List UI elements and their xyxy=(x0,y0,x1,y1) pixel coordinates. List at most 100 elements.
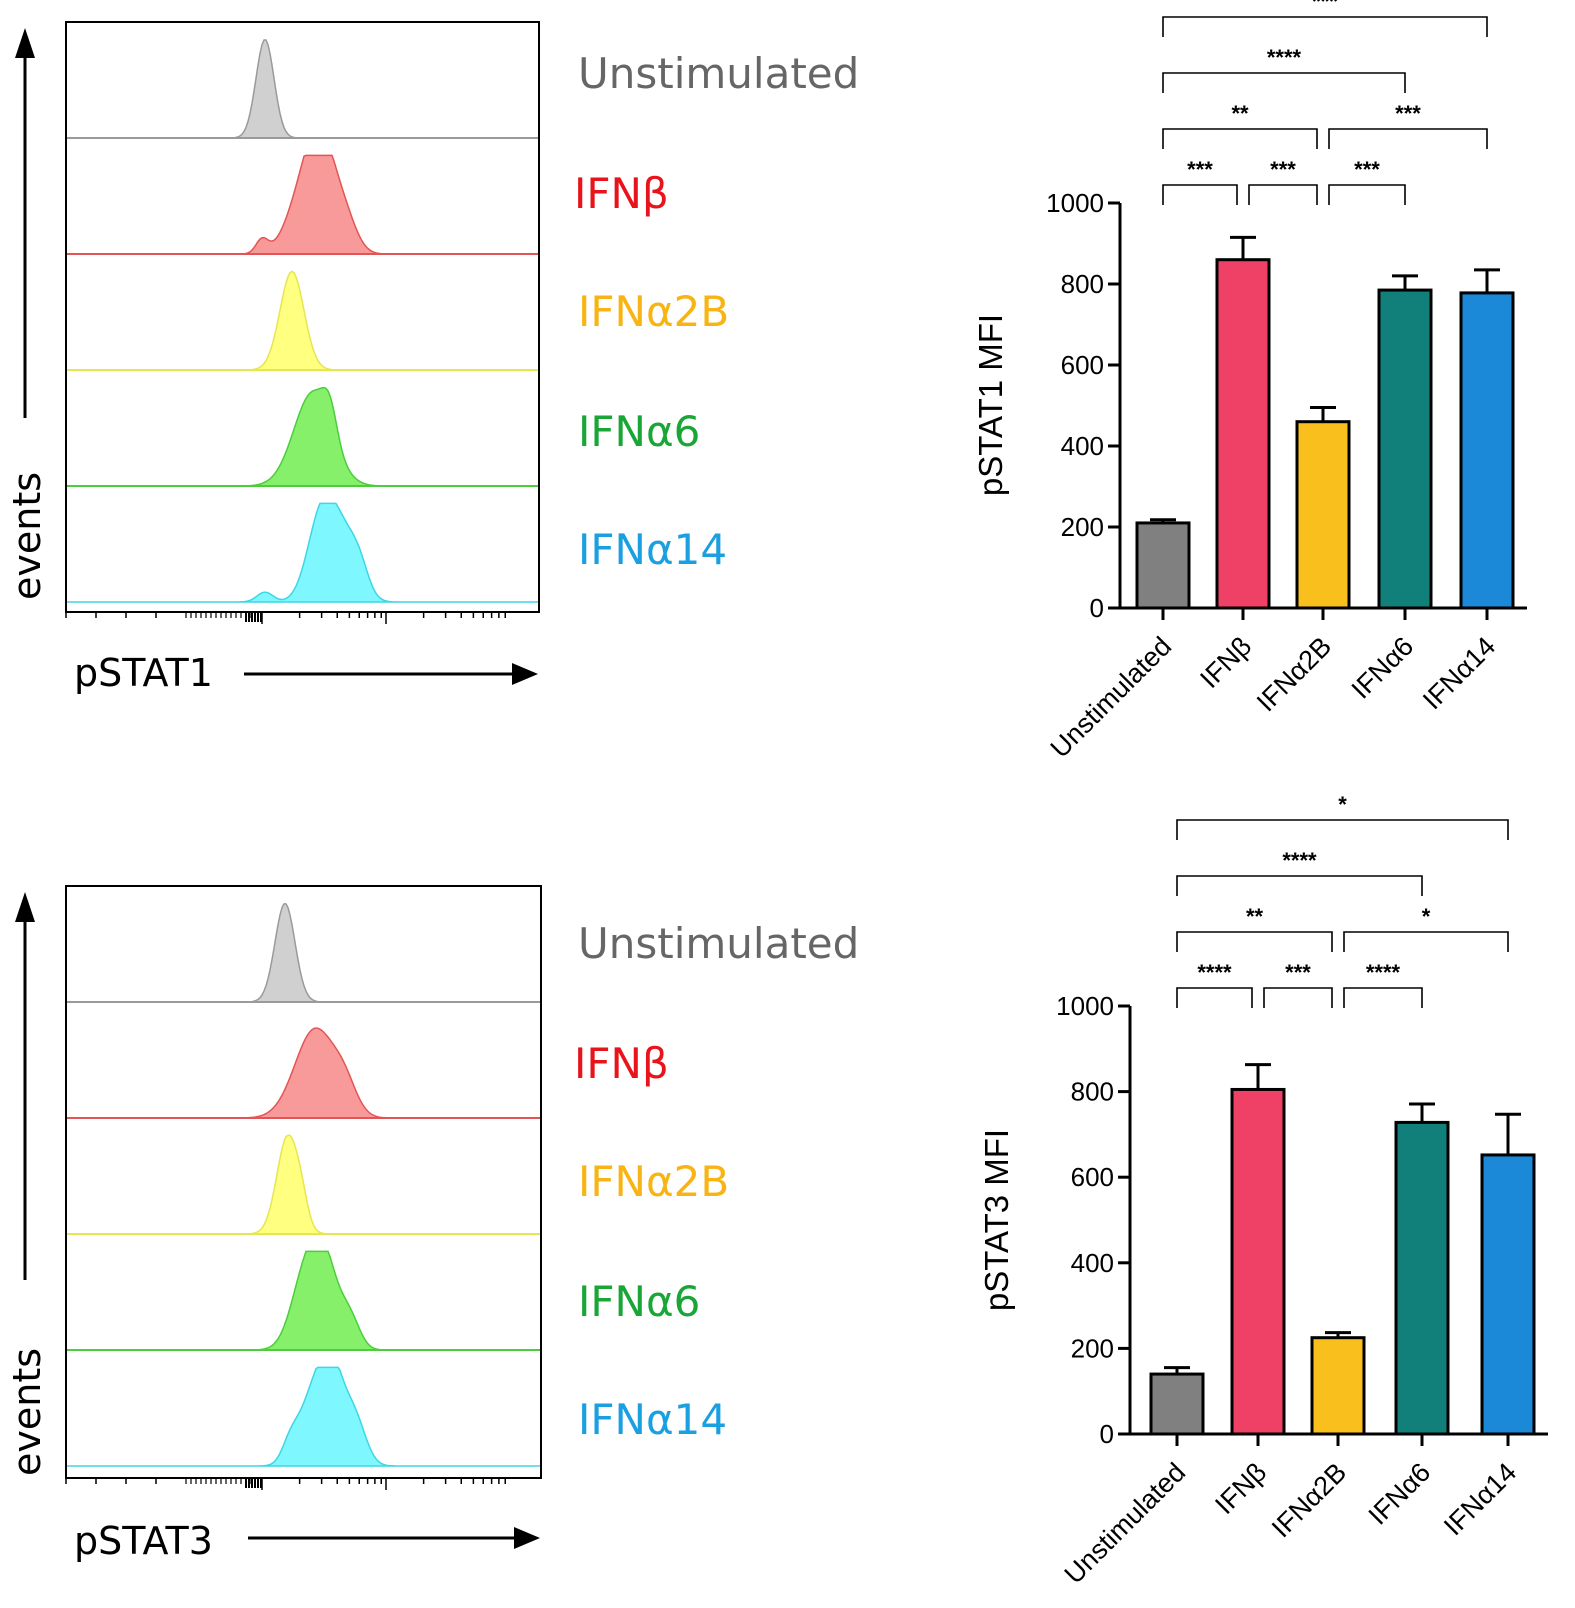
histogram-track xyxy=(66,386,539,487)
bracket-line xyxy=(1162,128,1318,149)
significance-label: **** xyxy=(1197,960,1232,985)
significance-bracket: *** xyxy=(1162,157,1238,205)
bar xyxy=(1394,1120,1450,1436)
histogram-track xyxy=(66,39,539,139)
histogram-panel-pstat3: events pSTAT3 Unstimulated IFNβ IFNα2B I… xyxy=(5,885,859,1563)
histogram-track xyxy=(66,502,539,603)
track-label-ifna2b: IFNα2B xyxy=(578,287,729,336)
x-category-label: Unstimulated xyxy=(1059,1457,1192,1590)
y-tick-label: 400 xyxy=(1061,431,1104,461)
bar-chart-pstat1: 0 200 400 600 800 1000 pSTAT1 MFI Unstimulated I… xyxy=(972,0,1527,764)
significance-label: **** xyxy=(1366,960,1401,985)
significance-bracket: **** xyxy=(1176,848,1423,896)
bar xyxy=(1215,258,1271,610)
histogram-frame xyxy=(65,21,540,613)
bar xyxy=(1149,1372,1205,1436)
bracket-line xyxy=(1328,184,1406,205)
significance-bracket: **** xyxy=(1176,960,1253,1008)
histogram-tracks xyxy=(66,39,539,603)
y-tick-label: 200 xyxy=(1061,512,1104,542)
histogram-frame xyxy=(65,885,542,1479)
x-category-label: IFNβ xyxy=(1209,1457,1272,1520)
bracket-line xyxy=(1328,128,1488,149)
y-tick-label: 800 xyxy=(1061,269,1104,299)
histogram-track xyxy=(66,154,539,255)
significance-bracket: * xyxy=(1343,904,1509,952)
bar xyxy=(1459,291,1515,610)
x-category-label: IFNα6 xyxy=(1346,631,1420,705)
bracket-line xyxy=(1343,931,1509,952)
bar xyxy=(1295,420,1351,610)
y-tick-label: 1000 xyxy=(1046,188,1104,218)
significance-bracket: ** xyxy=(1162,101,1318,149)
significance-bracket: **** xyxy=(1162,45,1406,93)
y-tick-label: 600 xyxy=(1061,350,1104,380)
bar-chart-pstat3: 0 200 400 600 800 1000 pSTAT3 MFI Unstimulated I… xyxy=(978,792,1548,1590)
significance-label: * xyxy=(1338,792,1347,817)
significance-bracket: *** xyxy=(1263,960,1333,1008)
histogram-track xyxy=(66,1027,541,1119)
histogram-curve xyxy=(66,386,539,487)
events-arrowhead xyxy=(15,892,35,922)
track-label-ifnb: IFNβ xyxy=(574,1039,669,1088)
bar xyxy=(1310,1336,1366,1436)
y-tick-label: 400 xyxy=(1071,1248,1114,1278)
track-label-unstimulated: Unstimulated xyxy=(578,49,859,98)
histogram-curve xyxy=(66,154,539,255)
significance-label: ** xyxy=(1231,101,1249,126)
histogram-tracks xyxy=(66,903,541,1467)
histogram-curve xyxy=(66,1134,541,1235)
track-label-ifna6: IFNα6 xyxy=(578,407,700,456)
x-axis-label: pSTAT3 xyxy=(74,1519,213,1563)
significance-bracket: *** xyxy=(1248,157,1318,205)
track-label-ifna2b: IFNα2B xyxy=(578,1157,729,1206)
histogram-curve xyxy=(66,270,539,371)
x-category-label: IFNα14 xyxy=(1438,1457,1522,1541)
histogram-curve xyxy=(66,502,539,603)
x-category-label: IFNα2B xyxy=(1251,631,1337,717)
bar xyxy=(1230,1087,1286,1436)
histogram-track xyxy=(66,1134,541,1235)
y-tick-label: 0 xyxy=(1100,1419,1114,1449)
histogram-curve xyxy=(66,1250,541,1351)
bracket-line xyxy=(1162,16,1488,37)
events-arrowhead xyxy=(15,28,35,58)
histogram-curve xyxy=(66,903,541,1003)
significance-bracket: **** xyxy=(1343,960,1423,1008)
y-axis-label: pSTAT3 MFI xyxy=(978,1129,1015,1311)
bar xyxy=(1480,1153,1536,1436)
histogram-track xyxy=(66,270,539,371)
track-label-ifna14: IFNα14 xyxy=(578,525,727,574)
significance-bracket: ** xyxy=(1176,904,1333,952)
bracket-line xyxy=(1176,819,1509,840)
x-axis-arrowhead xyxy=(512,663,538,685)
histogram-panel-pstat1: events pSTAT1 Unstimulated IFNβ IFNα2B I… xyxy=(5,21,859,695)
significance-label: *** xyxy=(1187,157,1213,182)
significance-bracket: *** xyxy=(1328,157,1406,205)
y-tick-label: 1000 xyxy=(1056,991,1114,1021)
histogram-track xyxy=(66,903,541,1003)
log-axis-ticks xyxy=(65,612,506,624)
track-label-ifnb: IFNβ xyxy=(574,169,669,218)
significance-label: **** xyxy=(1267,45,1302,70)
bracket-line xyxy=(1176,875,1423,896)
bracket-line xyxy=(1176,987,1253,1008)
track-label-ifna14: IFNα14 xyxy=(578,1395,727,1444)
significance-bracket: *** xyxy=(1162,0,1488,37)
bracket-line xyxy=(1263,987,1333,1008)
significance-label: *** xyxy=(1270,157,1296,182)
significance-label: *** xyxy=(1312,0,1338,14)
significance-bracket: *** xyxy=(1328,101,1488,149)
y-tick-label: 0 xyxy=(1090,593,1104,623)
events-label: events xyxy=(5,472,49,600)
x-axis-label: pSTAT1 xyxy=(74,651,213,695)
x-category-label: IFNα14 xyxy=(1417,631,1501,715)
significance-label: **** xyxy=(1282,848,1317,873)
bracket-line xyxy=(1343,987,1423,1008)
y-axis-label: pSTAT1 MFI xyxy=(972,314,1009,496)
significance-label: * xyxy=(1422,904,1431,929)
significance-label: ** xyxy=(1246,904,1264,929)
bracket-line xyxy=(1162,72,1406,93)
x-category-label: Unstimulated xyxy=(1045,631,1178,764)
histogram-track xyxy=(66,1250,541,1351)
